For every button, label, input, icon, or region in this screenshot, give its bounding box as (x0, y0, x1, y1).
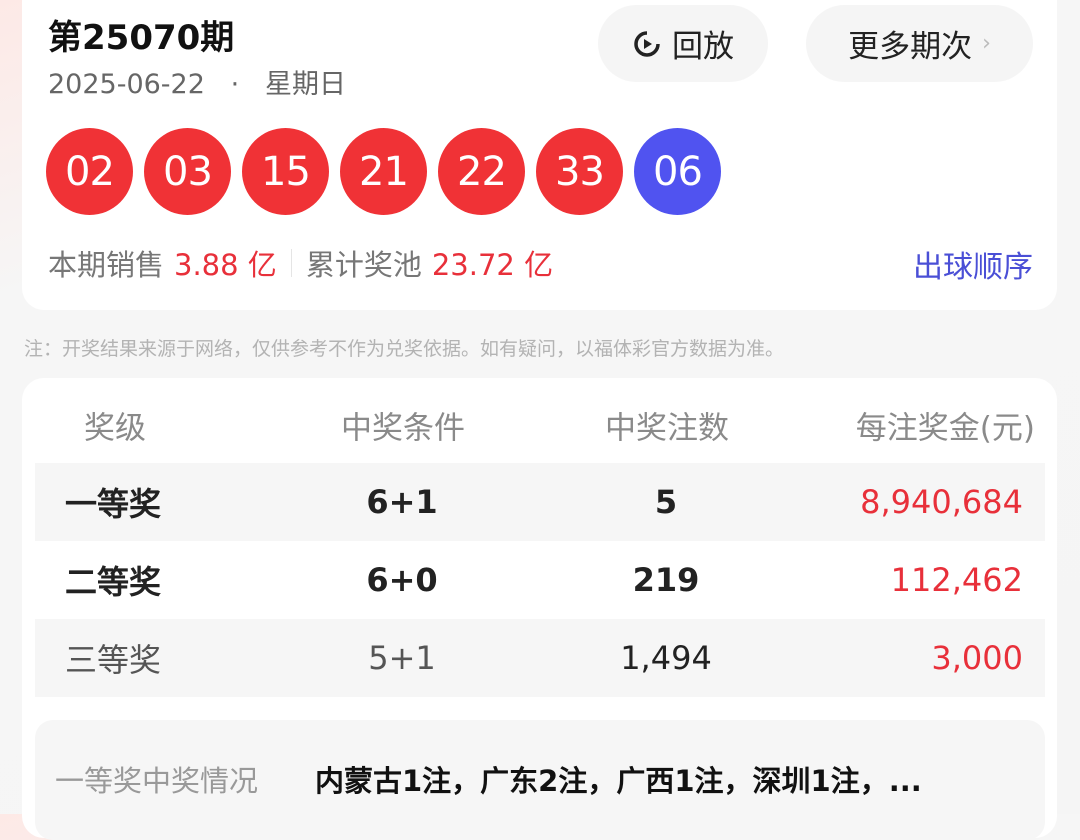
sales-label: 本期销售 (48, 248, 165, 282)
prize-level: 二等奖 (65, 563, 162, 601)
prize-count: 1,494 (620, 639, 712, 677)
prize-level: 三等奖 (65, 641, 162, 679)
red-ball: 15 (242, 128, 329, 215)
prize-count: 219 (632, 561, 700, 599)
table-row: 三等奖 5+1 1,494 3,000 (35, 619, 1045, 697)
table-row: 二等奖 6+0 219 112,462 (35, 541, 1045, 619)
prize-amount: 3,000 (931, 639, 1023, 677)
issue-title: 第25070期 (48, 18, 235, 58)
header-level: 奖级 (84, 410, 146, 447)
pool-label: 累计奖池 (305, 248, 422, 282)
red-ball: 03 (144, 128, 231, 215)
replay-icon (634, 30, 660, 57)
sales-value: 3.88 亿 (174, 248, 277, 282)
header-condition: 中奖条件 (341, 410, 465, 447)
blue-ball: 06 (634, 128, 721, 215)
draw-order-link[interactable]: 出球顺序 (913, 250, 1033, 285)
more-issues-button[interactable]: 更多期次 › (806, 5, 1033, 82)
header-count: 中奖注数 (605, 410, 729, 447)
draw-date: 2025-06-22 · 星期日 (48, 62, 346, 101)
prize-amount: 8,940,684 (860, 483, 1023, 521)
prize-level: 一等奖 (65, 485, 162, 523)
red-ball: 21 (340, 128, 427, 215)
ball-list: 02 03 15 21 22 33 06 (46, 128, 721, 215)
more-issues-label: 更多期次 (848, 29, 973, 65)
prize-condition: 6+0 (366, 561, 438, 599)
separator: · (230, 69, 240, 100)
draw-result-card: 第25070期 2025-06-22 · 星期日 回放 更多期次 › 02 03… (22, 0, 1057, 310)
prize-condition: 5+1 (368, 639, 436, 677)
header-amount: 每注奖金(元) (855, 410, 1035, 447)
first-prize-winners[interactable]: 一等奖中奖情况 内蒙古1注，广东2注，广西1注，深圳1注，... (35, 720, 1045, 840)
sales-stats: 本期销售 3.88 亿 累计奖池 23.72 亿 (48, 242, 553, 284)
red-ball: 33 (536, 128, 623, 215)
weekday: 星期日 (265, 69, 347, 100)
divider (290, 249, 292, 277)
first-prize-label: 一等奖中奖情况 (55, 764, 259, 798)
prize-amount: 112,462 (890, 561, 1023, 599)
table-row: 一等奖 6+1 5 8,940,684 (35, 463, 1045, 541)
table-header: 奖级 中奖条件 中奖注数 每注奖金(元) (22, 400, 1057, 450)
prize-table-card: 奖级 中奖条件 中奖注数 每注奖金(元) 一等奖 6+1 5 8,940,684… (22, 378, 1057, 840)
date-text: 2025-06-22 (48, 69, 205, 100)
prize-condition: 6+1 (366, 483, 438, 521)
red-ball: 22 (438, 128, 525, 215)
prize-count: 5 (654, 483, 678, 521)
pool-value: 23.72 亿 (431, 248, 554, 282)
chevron-right-icon: › (982, 31, 991, 56)
first-prize-detail: 内蒙古1注，广东2注，广西1注，深圳1注，... (315, 764, 922, 798)
replay-label: 回放 (672, 29, 734, 65)
disclaimer-note: 注：开奖结果来源于网络，仅供参考不作为兑奖依据。如有疑问，以福体彩官方数据为准。 (24, 338, 785, 360)
replay-button[interactable]: 回放 (598, 5, 768, 82)
red-ball: 02 (46, 128, 133, 215)
